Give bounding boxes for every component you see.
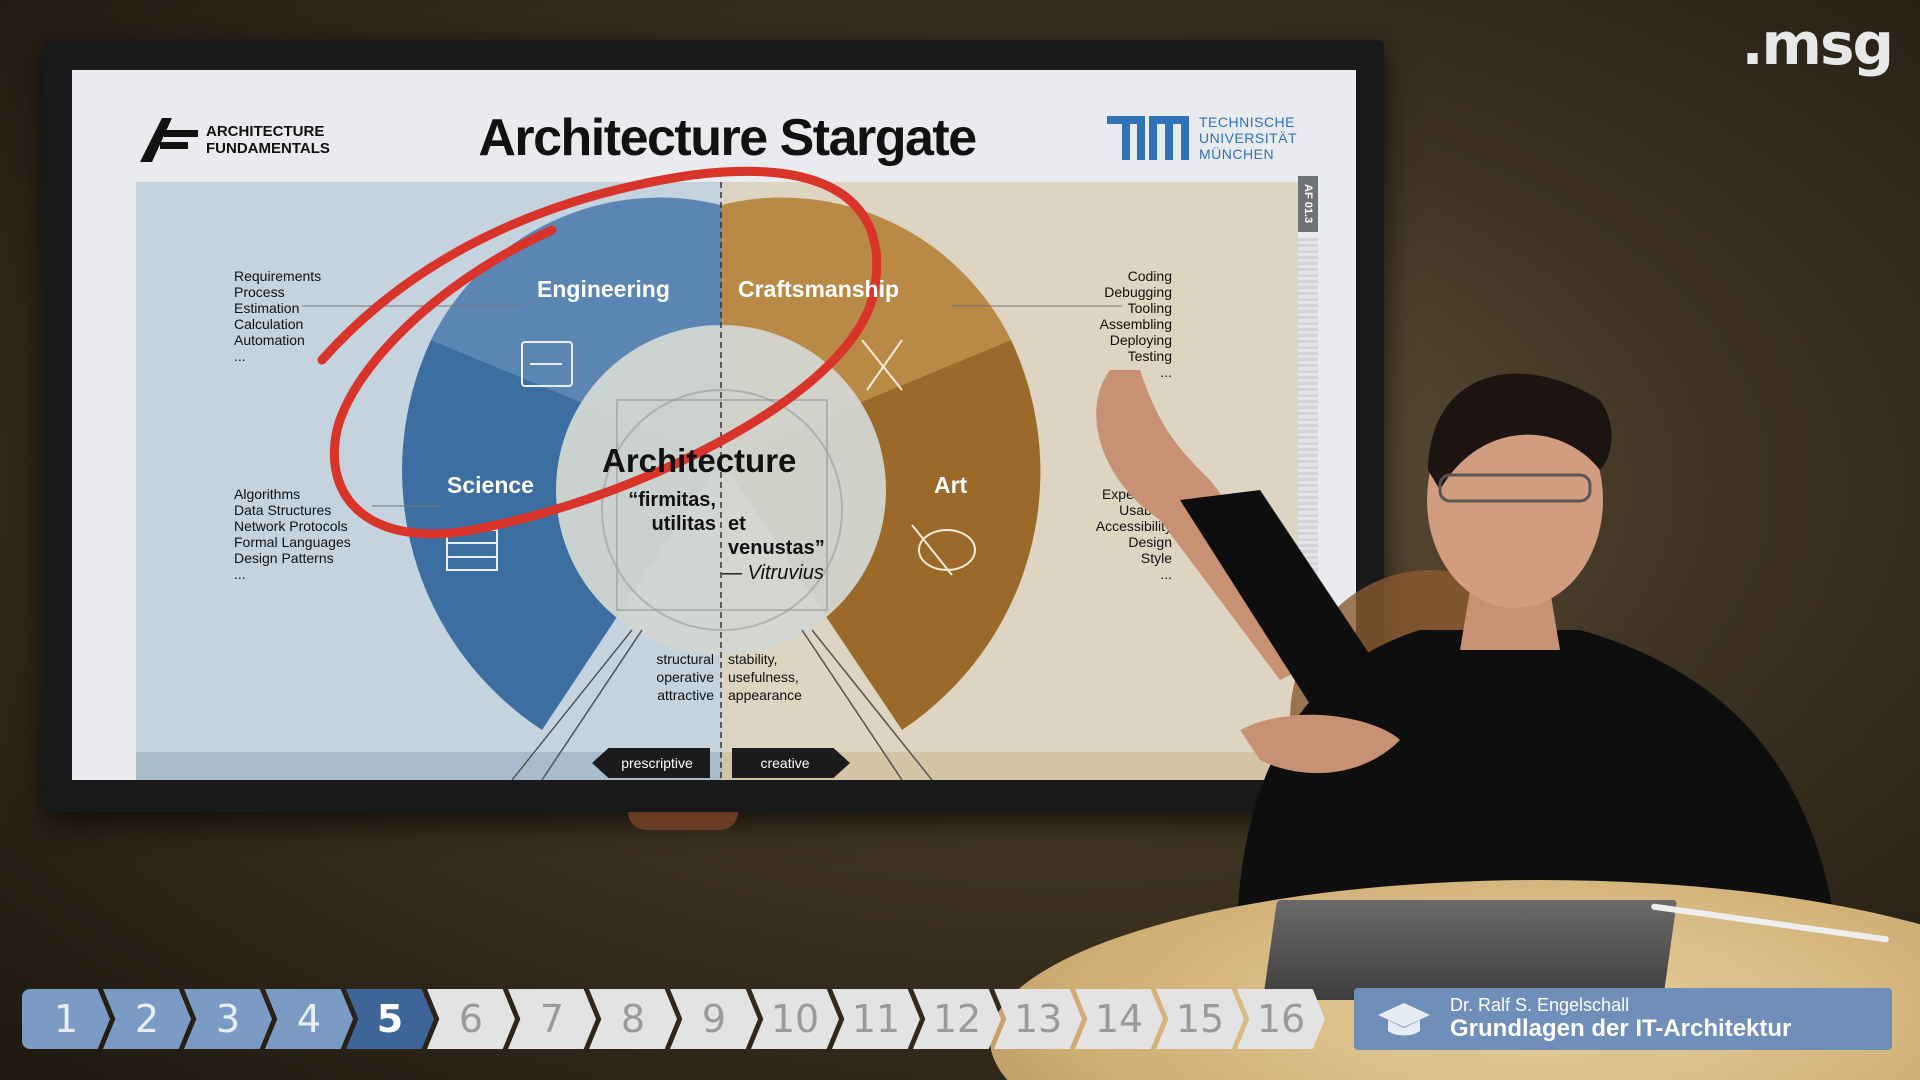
- list-item: Estimation: [234, 300, 300, 316]
- prescriptive-badge: prescriptive: [592, 748, 710, 778]
- list-item: Design Patterns: [234, 550, 334, 566]
- red-annotation-circle: [317, 166, 882, 539]
- engineering-formula-icon: [521, 341, 573, 387]
- quote-attribution: — Vitruvius: [722, 562, 824, 584]
- list-item: Accessibility: [1095, 518, 1172, 534]
- center-disc: [556, 325, 886, 655]
- stargate-diagram: [302, 166, 1122, 780]
- list-item: ...: [234, 566, 246, 582]
- presenter-sleeve: [1180, 490, 1380, 720]
- left-leg-line-inner: [541, 629, 643, 780]
- quote-right-line2: venustas”: [728, 537, 825, 559]
- list-item: attractive: [657, 687, 714, 703]
- list-item: ...: [234, 348, 246, 364]
- list-item: usefulness,: [728, 669, 799, 685]
- list-item: Calculation: [234, 316, 304, 332]
- chapter-6-button[interactable]: 6: [427, 989, 515, 1049]
- slide-title: Architecture Stargate: [478, 109, 977, 167]
- chapter-7-button[interactable]: 7: [508, 989, 596, 1049]
- course-title: Grundlagen der IT-Architektur: [1450, 1015, 1792, 1042]
- monitor-stand: [628, 812, 738, 830]
- chapter-navigation: 1 2 3 4 5 6 7 8 9 10 11 12 13 14 15 16: [22, 989, 1325, 1049]
- chapter-1-button[interactable]: 1: [22, 989, 110, 1049]
- list-item: Automation: [234, 332, 305, 348]
- chapter-8-button[interactable]: 8: [589, 989, 677, 1049]
- chapter-3-button[interactable]: 3: [184, 989, 272, 1049]
- glasses-icon: [1438, 473, 1592, 503]
- tum-line2: UNIVERSITÄT: [1199, 130, 1298, 146]
- quote-left: “firmitas, utilitas: [612, 488, 716, 536]
- engineering-list: Requirements Process Estimation Calculat…: [234, 268, 321, 364]
- graduation-cap-icon: [1378, 1003, 1430, 1036]
- chapter-4-button[interactable]: 4: [265, 989, 353, 1049]
- list-item: Network Protocols: [234, 518, 348, 534]
- list-item: operative: [656, 669, 714, 685]
- list-item: ...: [1160, 566, 1172, 582]
- craftsmanship-label: Craftsmanship: [738, 276, 900, 302]
- list-item: Process: [234, 284, 285, 300]
- list-item: Deploying: [1109, 332, 1172, 348]
- list-item: Formal Languages: [234, 534, 351, 550]
- tum-line1: TECHNISCHE: [1199, 114, 1296, 130]
- chapter-9-button[interactable]: 9: [670, 989, 758, 1049]
- art-palette-icon: [911, 524, 976, 576]
- list-item: structural: [656, 651, 714, 667]
- list-item: ...: [1160, 364, 1172, 380]
- list-item: appearance: [728, 687, 802, 703]
- list-item: Assembling: [1099, 316, 1172, 332]
- quote-left-line2: utilitas: [651, 513, 716, 535]
- chapter-2-button[interactable]: 2: [103, 989, 191, 1049]
- bottom-left-terms: structural operative attractive: [632, 650, 714, 704]
- craftsmanship-list: Coding Debugging Tooling Assembling Depl…: [1072, 268, 1172, 380]
- presenter-open-hand: [1240, 714, 1400, 774]
- chapter-10-button[interactable]: 10: [751, 989, 839, 1049]
- course-author: Dr. Ralf S. Engelschall: [1450, 995, 1630, 1015]
- craft-tools-icon: [861, 339, 903, 391]
- chapter-16-button[interactable]: 16: [1237, 989, 1325, 1049]
- science-label: Science: [447, 472, 534, 498]
- quote-right: et venustas”: [728, 512, 825, 560]
- left-leg-line: [511, 629, 633, 780]
- chapter-15-button[interactable]: 15: [1156, 989, 1244, 1049]
- tablet-device: [1262, 900, 1678, 1000]
- engineering-label: Engineering: [537, 276, 670, 302]
- msg-brand-logo: .msg: [1741, 10, 1894, 78]
- list-item: Debugging: [1104, 284, 1172, 300]
- tum-logo-icon: [1107, 116, 1189, 160]
- vitruvian-circle: [601, 389, 843, 631]
- list-item: stability,: [728, 651, 778, 667]
- list-item: Style: [1140, 550, 1172, 566]
- science-list: Algorithms Data Structures Network Proto…: [234, 486, 351, 582]
- af-logo-icon: [140, 118, 198, 162]
- center-architecture-title: Architecture: [602, 442, 797, 479]
- architecture-fundamentals-logo: ARCHITECTURE FUNDAMENTALS: [136, 116, 330, 164]
- chapter-13-button[interactable]: 13: [994, 989, 1082, 1049]
- chapter-14-button[interactable]: 14: [1075, 989, 1163, 1049]
- bottom-right-terms: stability, usefulness, appearance: [728, 650, 802, 704]
- list-item: Testing: [1127, 348, 1172, 364]
- art-label: Art: [934, 472, 968, 498]
- chapter-11-button[interactable]: 11: [832, 989, 920, 1049]
- list-item: Tooling: [1127, 300, 1172, 316]
- list-item: Requirements: [234, 268, 322, 284]
- course-info-banner: Dr. Ralf S. Engelschall Grundlagen der I…: [1354, 988, 1892, 1050]
- quote-left-line1: “firmitas,: [628, 489, 716, 511]
- creative-badge: creative: [732, 748, 850, 778]
- list-item: Data Structures: [234, 502, 332, 518]
- list-item: Coding: [1127, 268, 1172, 284]
- right-leg-line-inner: [801, 629, 903, 780]
- slide-tag: AF 01.3: [1298, 176, 1318, 232]
- quote-right-line1: et: [728, 513, 746, 535]
- list-item: Design: [1128, 534, 1172, 550]
- presenter-hair: [1428, 373, 1612, 490]
- vitruvian-square: [616, 399, 828, 611]
- af-logo-line1: ARCHITECTURE: [206, 123, 325, 140]
- list-item: Algorithms: [234, 486, 301, 502]
- chapter-12-button[interactable]: 12: [913, 989, 1001, 1049]
- tum-line3: MÜNCHEN: [1199, 146, 1275, 162]
- tum-logo: TECHNISCHE UNIVERSITÄT MÜNCHEN: [1107, 114, 1297, 162]
- right-leg-line: [811, 629, 933, 780]
- chapter-5-button[interactable]: 5: [346, 989, 434, 1049]
- af-logo-line2: FUNDAMENTALS: [206, 140, 330, 157]
